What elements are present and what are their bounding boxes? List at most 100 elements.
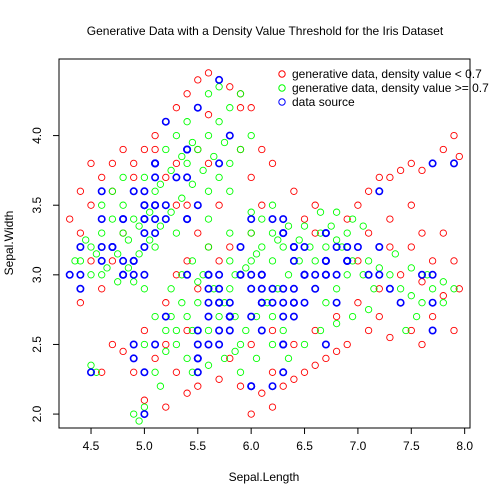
point [247,208,255,216]
point [332,312,341,321]
point [119,256,128,265]
point [140,403,149,411]
point [215,284,224,293]
point [210,152,218,161]
x-axis: 4.5 5.0 5.5 6.0 6.5 7.0 7.5 8.0 [83,427,473,453]
point [172,104,181,112]
point [194,299,202,307]
point [204,243,213,251]
point [162,173,170,182]
point [226,285,234,293]
point [279,298,288,307]
point [225,326,234,335]
legend-label-high-density: generative data, density value >= 0.7 [292,81,489,95]
point [257,298,266,307]
point [188,180,197,188]
point [268,159,277,168]
point [300,340,309,349]
point [231,271,239,279]
point [295,257,303,265]
legend-label-data-source: data source [292,95,355,109]
point [290,375,298,383]
point [364,326,373,335]
point [204,270,213,279]
point [193,354,202,363]
point [258,243,266,251]
point [76,284,85,293]
x-axis-label: Sepal.Length [229,470,300,484]
point [98,271,106,279]
point [124,264,133,272]
point [364,187,373,195]
point [316,229,325,237]
point [300,270,309,279]
point [97,187,106,196]
point [183,118,191,126]
point [162,326,170,335]
point [375,285,383,293]
point [204,187,213,195]
point [417,270,426,279]
point [396,166,405,175]
point [172,271,181,279]
point [135,417,143,425]
point [140,145,149,154]
point [76,270,85,279]
point [130,278,138,286]
point [87,368,96,377]
point [439,292,447,300]
point [215,375,223,383]
point [439,278,447,286]
point [140,243,149,252]
point [183,326,191,335]
point [172,326,181,335]
point [178,194,186,202]
point [172,131,181,140]
point [183,215,192,224]
point [322,299,330,307]
point [97,256,106,265]
point [364,229,373,237]
point [204,111,213,119]
point [140,229,149,238]
point [316,208,325,216]
point [226,243,234,251]
point [428,326,437,335]
point [311,326,319,335]
point [172,201,181,209]
point [279,326,287,335]
point [183,90,191,98]
point [242,326,250,335]
point [279,229,288,238]
point [162,299,170,307]
point [455,285,463,293]
point [87,243,95,251]
point [449,159,458,168]
point [129,187,138,196]
point [321,256,330,265]
point [354,299,362,307]
point [268,229,277,237]
point [193,201,202,210]
point [407,243,415,251]
point [161,312,170,321]
point [236,382,245,390]
point [311,201,319,209]
point [450,257,458,265]
point [215,326,224,335]
point [439,229,447,237]
point [204,69,213,77]
point [151,312,159,321]
point [108,159,117,168]
point [343,271,351,279]
point [119,201,127,209]
point [274,285,282,293]
point [156,222,165,230]
point [428,257,437,265]
point [439,299,447,307]
point [193,103,202,112]
point [289,256,298,265]
point [423,271,431,279]
point [146,208,154,216]
point [204,131,213,140]
